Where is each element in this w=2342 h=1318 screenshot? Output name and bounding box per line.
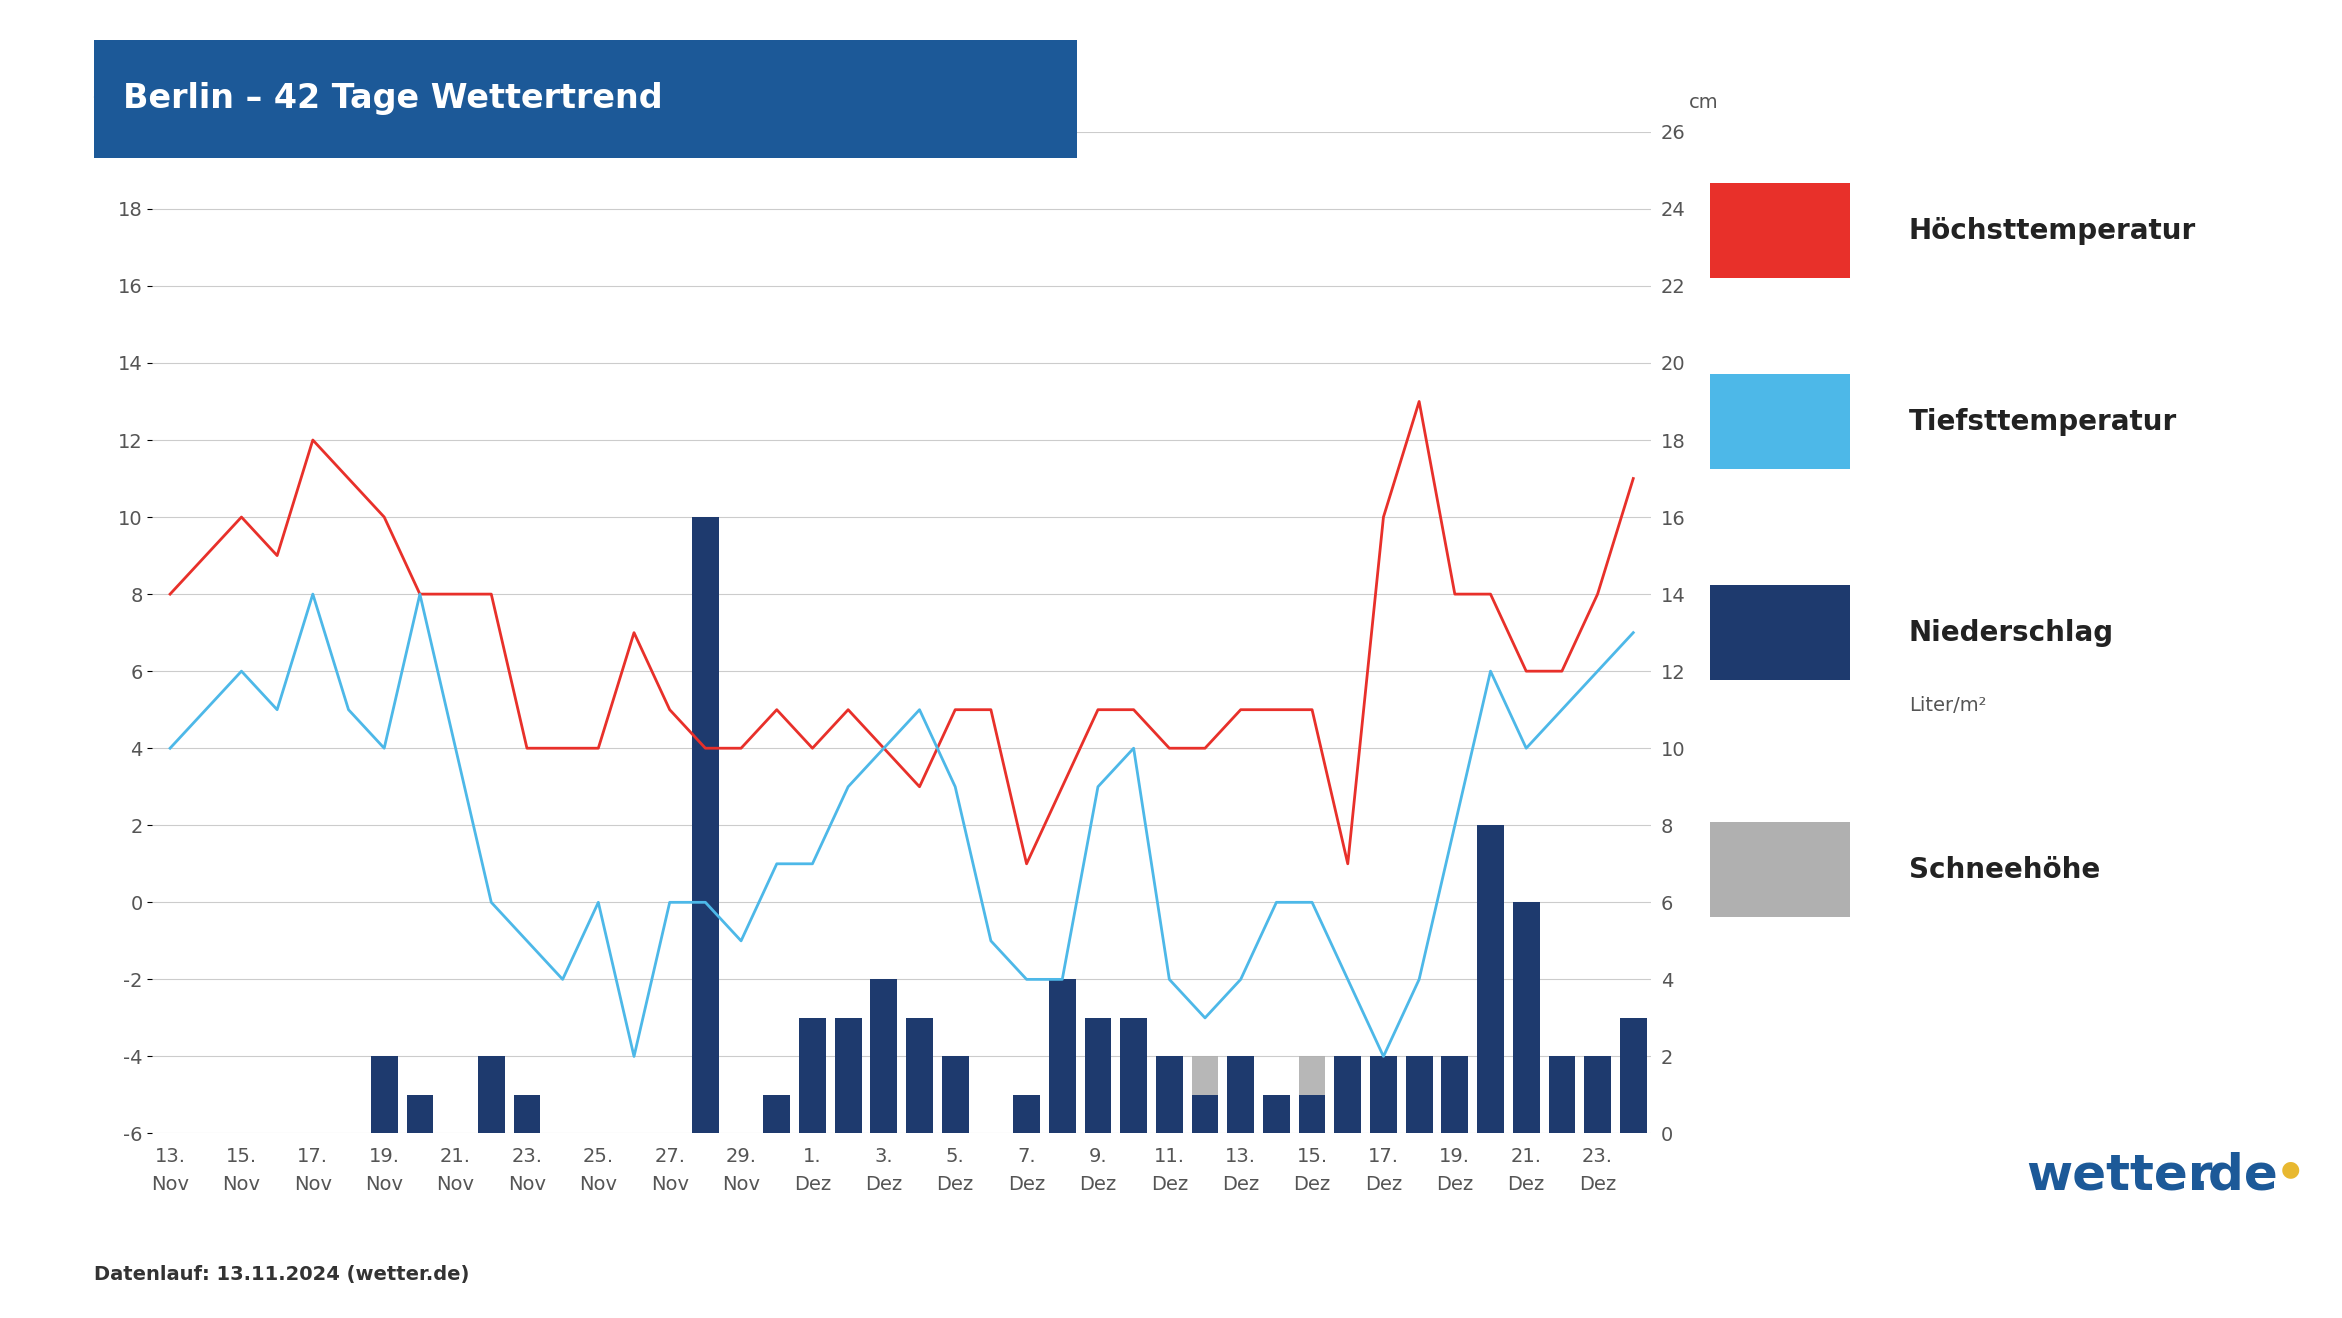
FancyBboxPatch shape: [1693, 573, 1867, 692]
FancyBboxPatch shape: [54, 34, 1117, 163]
Bar: [1084, 1017, 1112, 1133]
Bar: [799, 1017, 827, 1133]
Bar: [1157, 1057, 1183, 1133]
FancyBboxPatch shape: [1693, 811, 1867, 929]
Bar: [1405, 1057, 1433, 1133]
Text: cm: cm: [1689, 92, 1719, 112]
Bar: [941, 1057, 970, 1133]
Bar: [906, 1017, 932, 1133]
Text: Liter/m²: Liter/m²: [1909, 696, 1986, 714]
Bar: [1478, 825, 1504, 1133]
Bar: [1370, 1095, 1396, 1133]
Bar: [1262, 1095, 1290, 1133]
Bar: [763, 1095, 789, 1133]
Bar: [1548, 1057, 1576, 1133]
Text: ●: ●: [2281, 1160, 2300, 1180]
Bar: [1513, 903, 1539, 1133]
Bar: [478, 1057, 504, 1133]
Bar: [1227, 1057, 1253, 1133]
Bar: [1119, 1017, 1148, 1133]
Bar: [1583, 1057, 1611, 1133]
Text: Schneehöhe: Schneehöhe: [1909, 855, 2101, 884]
Bar: [1300, 1057, 1326, 1133]
Text: Tiefsttemperatur: Tiefsttemperatur: [1909, 407, 2178, 436]
Bar: [871, 979, 897, 1133]
Bar: [1192, 1057, 1218, 1133]
Bar: [1440, 1057, 1468, 1133]
Text: wetter: wetter: [2026, 1152, 2213, 1199]
Text: Berlin – 42 Tage Wettertrend: Berlin – 42 Tage Wettertrend: [124, 82, 663, 116]
Bar: [513, 1095, 541, 1133]
Bar: [1084, 1057, 1112, 1133]
Bar: [691, 517, 719, 1133]
Text: Höchsttemperatur: Höchsttemperatur: [1909, 216, 2197, 245]
Text: °C: °C: [91, 92, 115, 112]
Bar: [408, 1095, 433, 1133]
FancyBboxPatch shape: [1693, 362, 1867, 481]
FancyBboxPatch shape: [1693, 171, 1867, 290]
Bar: [1119, 1095, 1148, 1133]
Text: Datenlauf: 13.11.2024 (wetter.de): Datenlauf: 13.11.2024 (wetter.de): [94, 1265, 468, 1284]
Text: .de: .de: [2190, 1152, 2279, 1199]
Bar: [1014, 1095, 1040, 1133]
Bar: [1227, 1095, 1253, 1133]
Bar: [1335, 1057, 1361, 1133]
Bar: [1192, 1095, 1218, 1133]
Bar: [1157, 1095, 1183, 1133]
Bar: [1262, 1095, 1290, 1133]
Bar: [1335, 1095, 1361, 1133]
Bar: [1300, 1095, 1326, 1133]
Bar: [370, 1057, 398, 1133]
Bar: [1405, 1095, 1433, 1133]
Text: Niederschlag: Niederschlag: [1909, 618, 2115, 647]
Bar: [834, 1017, 862, 1133]
Bar: [1621, 1017, 1646, 1133]
Bar: [1049, 979, 1075, 1133]
Bar: [1049, 1095, 1075, 1133]
Bar: [1370, 1057, 1396, 1133]
